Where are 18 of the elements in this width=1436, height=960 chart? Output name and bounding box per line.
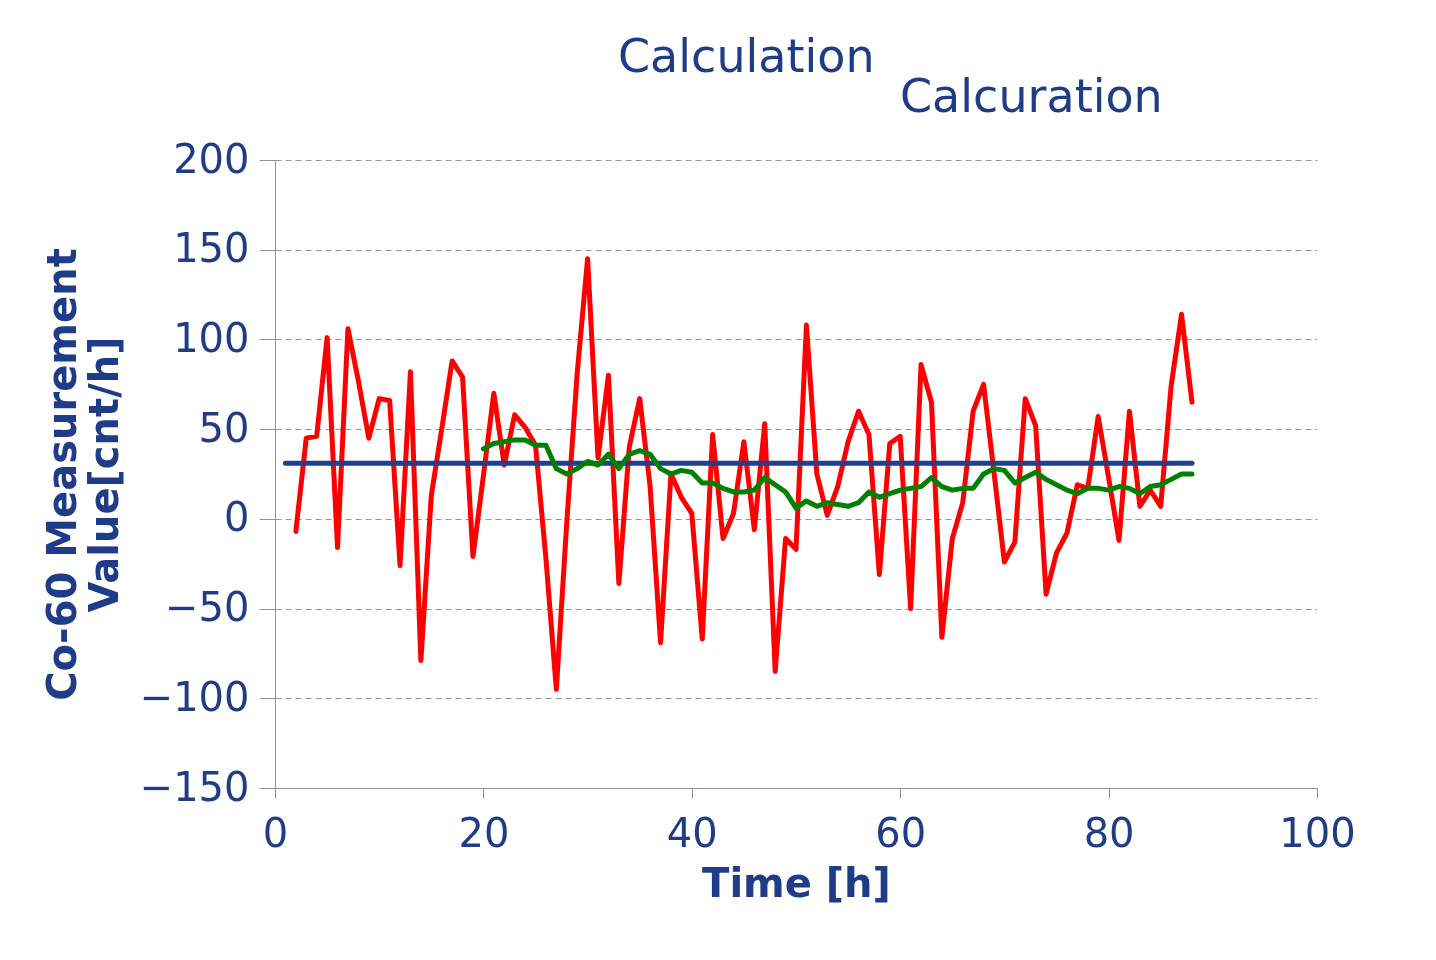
text: Calcuration (900, 69, 1163, 123)
x-tick-label: 40 (666, 809, 718, 856)
x-axis-title: Time [h] (702, 859, 891, 906)
y-tick-label: 50 (198, 404, 250, 451)
y-tick-label: −50 (165, 584, 250, 631)
y-tick-label: 0 (224, 494, 250, 541)
y-axis-title: Co-60 Measurement Value[cnt/h] (38, 248, 127, 701)
y-tick-label: 100 (173, 314, 250, 361)
y-tick-label: 200 (173, 135, 250, 182)
text: Calculation (618, 29, 875, 83)
x-tick-label: 100 (1279, 809, 1356, 856)
y-tick-label: −100 (139, 673, 250, 720)
x-tick-label: 80 (1083, 809, 1135, 856)
y-tick-label: −150 (139, 763, 250, 810)
x-tick-label: 0 (262, 809, 289, 856)
x-tick-label: 60 (875, 809, 927, 856)
x-tick-label: 20 (458, 809, 510, 856)
y-tick-label: 150 (173, 225, 250, 272)
